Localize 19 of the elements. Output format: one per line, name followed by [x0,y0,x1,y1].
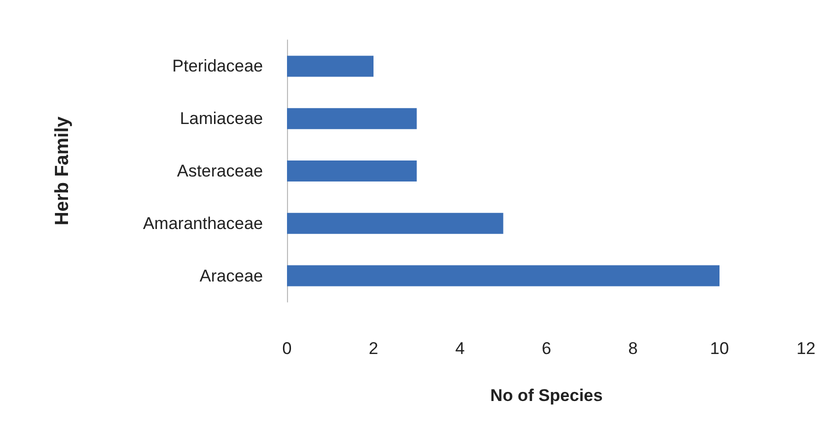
x-tick-label: 12 [796,339,816,358]
bar [287,160,417,182]
x-tick-label: 4 [455,339,465,358]
y-tick-label: Amaranthaceae [142,214,263,233]
bar [287,56,374,77]
y-tick-label: Lamiaceae [180,109,263,128]
y-tick-label: Asteraceae [177,162,263,180]
bar [287,265,720,286]
x-tick-label: 8 [628,339,638,358]
y-tick-label: Araceae [200,266,263,286]
x-tick-label: 10 [710,339,729,358]
x-tick-label: 0 [282,339,292,358]
bar [287,212,504,234]
x-axis-title: No of Species [490,386,603,405]
x-tick-label: 2 [368,339,378,358]
y-tick-label: Pteridaceae [172,56,263,76]
y-axis-title: Herb Family [52,116,73,226]
x-tick-label: 6 [542,339,552,358]
bar [287,108,417,130]
